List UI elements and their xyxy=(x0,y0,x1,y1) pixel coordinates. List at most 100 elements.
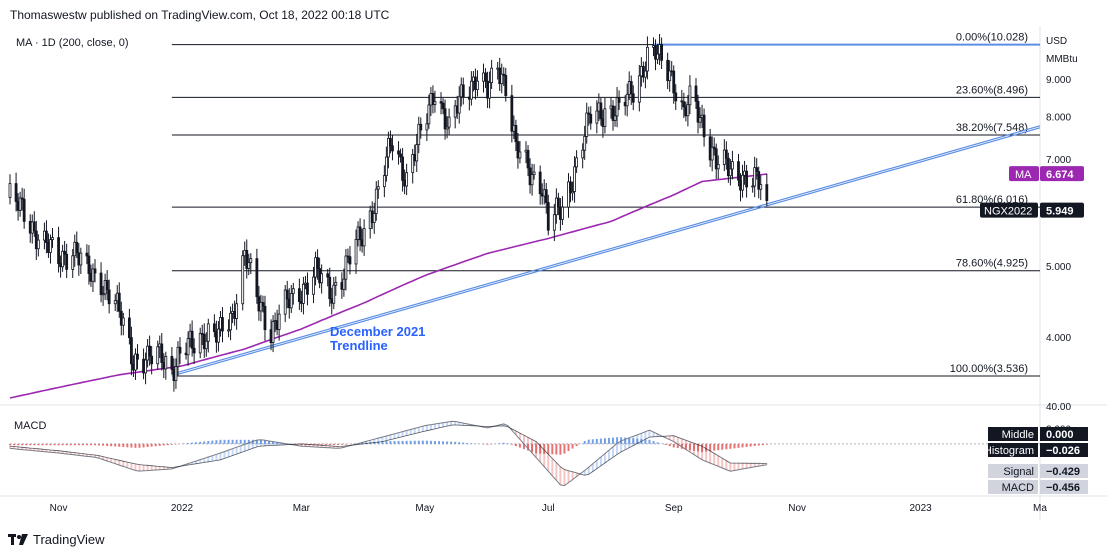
currency-label: USD xyxy=(1046,36,1067,47)
price-tick-label: 9.000 xyxy=(1046,75,1071,86)
candle-body xyxy=(358,226,362,241)
candle-body xyxy=(698,117,702,123)
candle-body xyxy=(186,338,190,356)
candle-body xyxy=(646,46,649,72)
candle-body xyxy=(637,75,641,103)
candle-body xyxy=(374,188,378,214)
candle-body xyxy=(654,45,657,60)
macd-indicator xyxy=(9,420,1040,487)
trendline-line xyxy=(171,125,1041,375)
candle-body xyxy=(660,44,663,61)
ma-tag-label: MA xyxy=(1015,169,1032,181)
candle-body xyxy=(441,102,445,110)
candle-body xyxy=(686,104,690,117)
trendline-annotation-2: Trendline xyxy=(330,338,388,353)
candle-body xyxy=(741,174,744,191)
candle-body xyxy=(411,154,415,174)
candle-body xyxy=(433,101,437,105)
price-tick-label: 5.000 xyxy=(1046,262,1071,273)
candle-body xyxy=(500,73,504,85)
publisher-header: Thomaswestw published on TradingView.com… xyxy=(10,8,390,22)
price-tag-value: 5.949 xyxy=(1046,206,1074,218)
candle-body xyxy=(575,157,579,168)
candle-body xyxy=(425,123,429,131)
candle-body xyxy=(249,258,253,264)
macd-legend-value: −0.429 xyxy=(1046,466,1080,478)
price-tick-label: 7.000 xyxy=(1046,155,1071,166)
candle-body xyxy=(261,302,265,307)
macd-legend-value: 0.000 xyxy=(1046,429,1074,441)
macd-legend-value-bg xyxy=(1040,480,1088,494)
candle-body xyxy=(22,198,26,222)
footer-brand: TradingView xyxy=(33,532,105,547)
fib-level-label: 0.00%(10.028) xyxy=(956,32,1028,44)
candle-body xyxy=(672,70,676,94)
candle-body xyxy=(306,282,309,295)
candle-body xyxy=(544,189,548,203)
fib-level-label: 23.60%(8.496) xyxy=(956,84,1028,96)
signal-line xyxy=(9,424,767,476)
price-tag-label: NGX2022 xyxy=(984,206,1032,218)
candle-body xyxy=(150,355,154,365)
december-2021-trendline[interactable] xyxy=(171,125,1041,377)
price-tag-value-bg xyxy=(1040,202,1084,218)
candle-body xyxy=(415,144,419,162)
candle-body xyxy=(107,289,111,305)
fib-level-label: 38.20%(7.548) xyxy=(956,122,1028,134)
candle-body xyxy=(277,313,281,330)
candle-body xyxy=(291,288,295,294)
candle-body xyxy=(447,116,451,128)
candle-body xyxy=(235,303,239,319)
candle-body xyxy=(229,312,232,331)
candle-body xyxy=(613,115,617,121)
time-axis[interactable]: Nov 2022 Mar May Jul Sep Nov 2023 Ma xyxy=(50,503,1048,514)
candle-body xyxy=(156,346,160,365)
candle-body xyxy=(198,333,202,354)
price-tag-label-bg xyxy=(980,202,1038,218)
candle-body xyxy=(99,272,103,296)
candle-body xyxy=(625,93,629,107)
macd-legend-label: MACD xyxy=(1002,482,1034,494)
candle-body xyxy=(595,110,599,124)
trendline-annotation: December 2021 xyxy=(330,324,425,339)
candle-body xyxy=(170,356,174,370)
candle-body xyxy=(587,112,591,115)
macd-title[interactable]: MACD xyxy=(14,420,46,432)
fibonacci-retracement[interactable]: 0.00%(10.028)23.60%(8.496)38.20%(7.548)6… xyxy=(171,32,1040,377)
candle-body xyxy=(113,300,117,305)
candle-body xyxy=(561,206,564,220)
candle-body xyxy=(384,156,388,177)
candle-body xyxy=(680,100,684,103)
candle-body xyxy=(8,183,12,198)
indicator-legend[interactable]: MA · 1D (200, close, 0) xyxy=(16,37,129,49)
candle-body xyxy=(342,278,346,290)
candle-body xyxy=(757,171,761,190)
macd-legend-label-bg xyxy=(988,443,1038,457)
candle-body xyxy=(666,59,670,82)
candle-body xyxy=(63,250,67,255)
candle-body xyxy=(405,172,409,187)
candle-body xyxy=(526,149,530,169)
candle-body xyxy=(401,156,404,181)
candle-body xyxy=(105,280,109,291)
candle-body xyxy=(320,273,324,284)
candle-body xyxy=(569,181,572,194)
footer[interactable]: TradingView xyxy=(8,532,105,547)
candle-body xyxy=(751,185,755,188)
candle-body xyxy=(656,53,659,60)
trendline-line xyxy=(171,127,1041,377)
candle-body xyxy=(589,113,593,124)
macd-legend-value-bg xyxy=(1040,427,1088,441)
candle-body xyxy=(61,250,65,268)
candle-body xyxy=(217,328,220,343)
time-tick-label: Nov xyxy=(788,503,806,514)
price-tags: MA 6.674 NGX2022 5.949 xyxy=(980,166,1084,218)
macd-legend-label: Middle xyxy=(1002,429,1034,441)
candle-body xyxy=(344,255,348,280)
candle-body xyxy=(488,82,491,99)
candle-body xyxy=(731,161,734,170)
candle-body xyxy=(714,148,718,170)
candle-body xyxy=(611,105,615,121)
